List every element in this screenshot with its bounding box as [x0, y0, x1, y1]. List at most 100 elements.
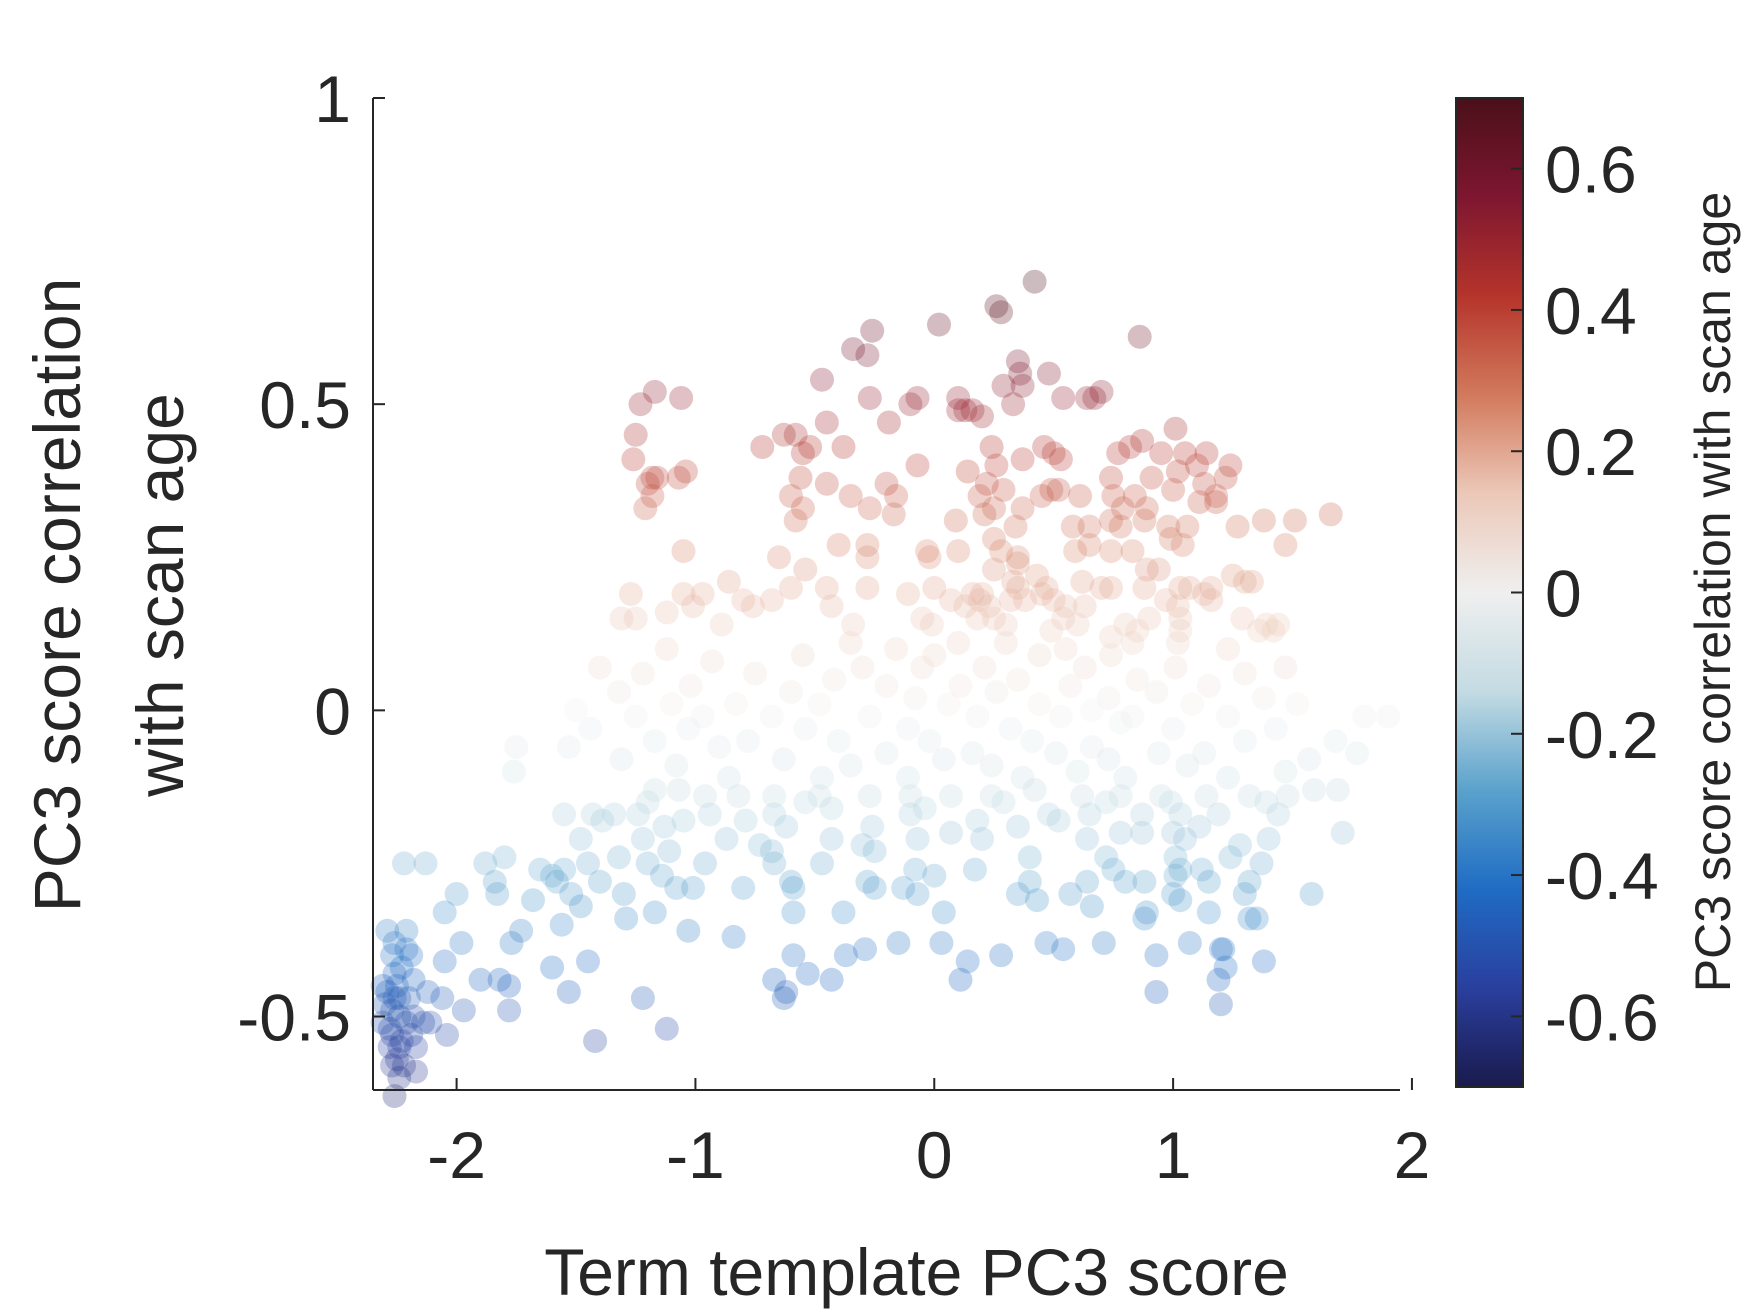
data-point: [726, 784, 751, 809]
data-point: [1251, 508, 1276, 533]
data-point: [1266, 612, 1291, 637]
data-point: [1046, 477, 1071, 502]
data-point: [896, 716, 920, 741]
data-point: [814, 575, 839, 600]
data-point: [931, 747, 956, 772]
data-point: [896, 765, 920, 790]
data-point: [1094, 790, 1119, 815]
data-point: [1261, 618, 1286, 643]
data-point: [396, 986, 421, 1011]
data-point: [380, 998, 405, 1023]
data-point: [857, 704, 882, 729]
data-point: [1187, 490, 1212, 515]
data-point: [810, 367, 834, 392]
data-point: [654, 637, 679, 662]
data-point: [1146, 557, 1171, 582]
data-point: [664, 875, 689, 900]
data-point: [652, 814, 677, 839]
data-point: [1005, 882, 1030, 906]
data-point: [1213, 465, 1238, 490]
data-point: [874, 741, 899, 766]
data-point: [939, 588, 963, 613]
data-point: [982, 606, 1006, 631]
data-point: [1263, 716, 1288, 741]
data-point: [965, 704, 990, 729]
data-point: [671, 808, 696, 833]
data-point: [838, 753, 863, 778]
data-point: [898, 784, 923, 809]
data-point: [676, 716, 701, 741]
data-point: [540, 863, 565, 888]
data-point: [774, 980, 799, 1004]
data-point: [504, 735, 529, 760]
y-tick-label: -0.5: [237, 981, 351, 1055]
data-point: [807, 784, 832, 809]
data-point: [611, 882, 636, 906]
data-point: [697, 802, 722, 827]
data-point: [1168, 606, 1193, 631]
data-point: [528, 857, 553, 882]
data-point: [716, 569, 741, 594]
data-point: [659, 692, 684, 717]
data-point: [568, 894, 593, 919]
data-point: [779, 680, 803, 704]
data-point: [1036, 361, 1061, 386]
data-point: [1218, 453, 1243, 478]
data-point: [618, 582, 643, 606]
data-point: [790, 643, 815, 668]
data-point: [1239, 569, 1264, 594]
data-point: [1005, 349, 1030, 374]
data-point: [1079, 698, 1104, 723]
colorbar: -0.6 -0.4 -0.2 0 0.2 0.4 0.6: [1455, 97, 1659, 1088]
colorbar-tick-label: 0.6: [1545, 133, 1637, 207]
data-point: [552, 857, 577, 882]
data-point: [982, 526, 1006, 551]
data-point: [903, 857, 928, 882]
data-point: [1330, 820, 1355, 845]
data-point: [922, 643, 947, 668]
data-point: [771, 747, 796, 772]
data-point: [1185, 453, 1209, 478]
data-point: [654, 600, 679, 625]
data-point: [1079, 894, 1104, 919]
data-point: [991, 373, 1016, 398]
data-point: [642, 900, 667, 925]
data-point: [917, 729, 942, 753]
data-point: [979, 784, 1004, 809]
data-point: [1010, 447, 1035, 472]
data-point: [444, 882, 469, 906]
data-point: [1175, 753, 1200, 778]
data-point: [1132, 508, 1157, 533]
data-point: [1216, 704, 1240, 729]
data-point: [1199, 575, 1224, 600]
colorbar-tick-label: -0.6: [1545, 980, 1659, 1054]
data-point: [989, 300, 1014, 325]
data-point: [372, 992, 397, 1017]
data-point: [1251, 686, 1276, 711]
data-point: [587, 869, 612, 894]
data-point: [1158, 526, 1183, 551]
data-point: [1165, 459, 1190, 484]
data-point: [1144, 943, 1169, 968]
x-tick-label: -2: [427, 1118, 486, 1192]
data-point: [552, 802, 577, 827]
data-point: [1168, 618, 1193, 643]
data-point: [1051, 606, 1076, 631]
data-point: [1089, 379, 1114, 404]
data-point: [1180, 692, 1205, 717]
data-point: [1232, 661, 1257, 686]
data-point: [838, 484, 863, 508]
data-point: [521, 888, 545, 913]
data-point: [666, 465, 691, 490]
data-point: [1232, 882, 1257, 906]
data-point: [793, 716, 818, 741]
data-point: [654, 1016, 679, 1041]
data-point: [716, 765, 741, 790]
data-point: [1297, 747, 1322, 772]
data-point: [1247, 618, 1272, 643]
data-point: [788, 465, 813, 490]
data-point: [492, 845, 517, 870]
data-point: [946, 386, 971, 410]
data-point: [392, 1053, 416, 1078]
data-point: [1046, 808, 1071, 833]
